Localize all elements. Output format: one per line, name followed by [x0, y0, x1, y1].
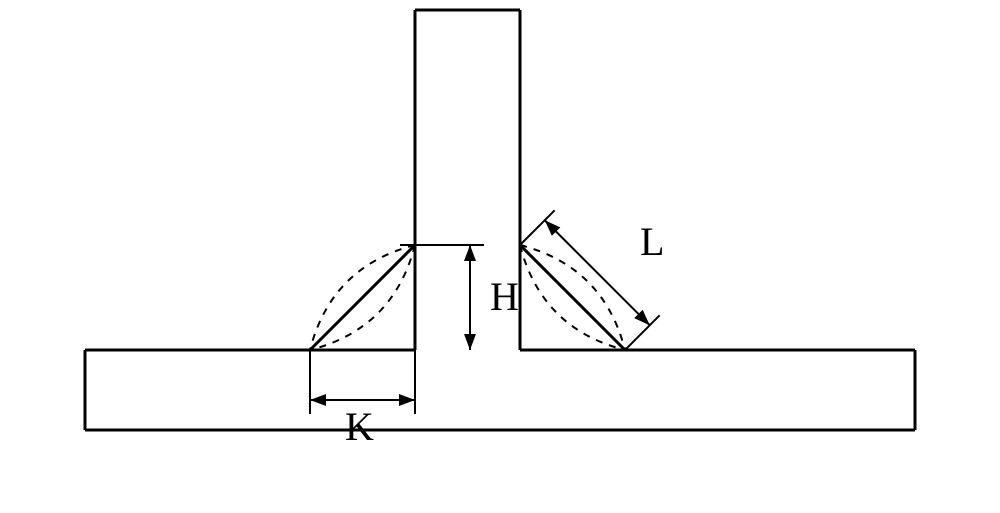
weld-right — [520, 245, 625, 350]
t-joint-shape — [85, 10, 915, 430]
dimension-l: L — [520, 210, 664, 350]
dimension-k-label: K — [345, 404, 374, 449]
dimension-k: K — [310, 350, 415, 449]
dimension-l-label: L — [640, 219, 664, 264]
dimension-h: H — [400, 245, 519, 350]
dimension-h-label: H — [490, 274, 519, 319]
weld-left — [310, 245, 415, 350]
